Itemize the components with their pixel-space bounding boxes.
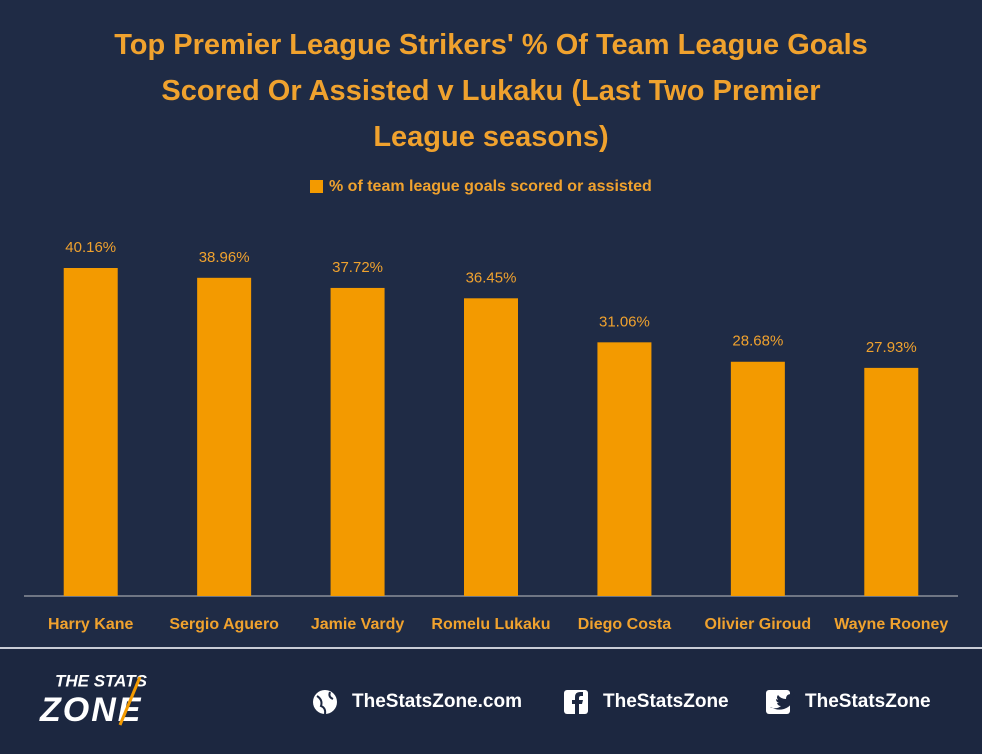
bar bbox=[197, 277, 252, 596]
logo: THE STATS ZONE bbox=[39, 671, 148, 729]
x-tick-label: Harry Kane bbox=[48, 616, 133, 633]
value-label: 28.68% bbox=[732, 333, 783, 350]
value-label: 37.72% bbox=[332, 259, 383, 276]
twitter-detail bbox=[770, 693, 795, 710]
x-tick-label: Jamie Vardy bbox=[311, 616, 405, 633]
value-label: 27.93% bbox=[866, 339, 917, 356]
chart-title: Top Premier League Strikers' % Of Team L… bbox=[114, 29, 868, 153]
logo-accent bbox=[118, 676, 142, 726]
x-tick-label: Diego Costa bbox=[578, 616, 671, 633]
value-label: 40.16% bbox=[65, 239, 116, 256]
value-label: 31.06% bbox=[599, 313, 650, 330]
x-tick-label: Romelu Lukaku bbox=[431, 616, 550, 633]
bar bbox=[330, 287, 385, 596]
x-tick-label: Sergio Aguero bbox=[169, 616, 279, 633]
logo-top: THE STATS bbox=[55, 671, 148, 690]
bar bbox=[63, 268, 118, 596]
legend-label: % of team league goals scored or assiste… bbox=[329, 178, 652, 195]
bar bbox=[864, 367, 919, 596]
bar bbox=[464, 298, 518, 596]
x-tick-label: Wayne Rooney bbox=[834, 616, 948, 633]
x-tick-label: Olivier Giroud bbox=[705, 616, 812, 633]
twitter-link[interactable]: TheStatsZone bbox=[805, 691, 931, 712]
globe-detail bbox=[316, 691, 334, 715]
value-label: 38.96% bbox=[199, 249, 250, 266]
bar bbox=[597, 342, 652, 596]
logo-bottom: ZONE bbox=[39, 691, 142, 729]
legend-swatch bbox=[310, 180, 323, 193]
footer-background bbox=[0, 648, 982, 754]
value-label: 36.45% bbox=[466, 269, 517, 286]
facebook-detail bbox=[572, 692, 583, 714]
bar bbox=[730, 361, 785, 596]
globe-icon bbox=[313, 690, 337, 714]
facebook-link[interactable]: TheStatsZone bbox=[603, 691, 729, 712]
website-link[interactable]: TheStatsZone.com bbox=[352, 691, 522, 712]
